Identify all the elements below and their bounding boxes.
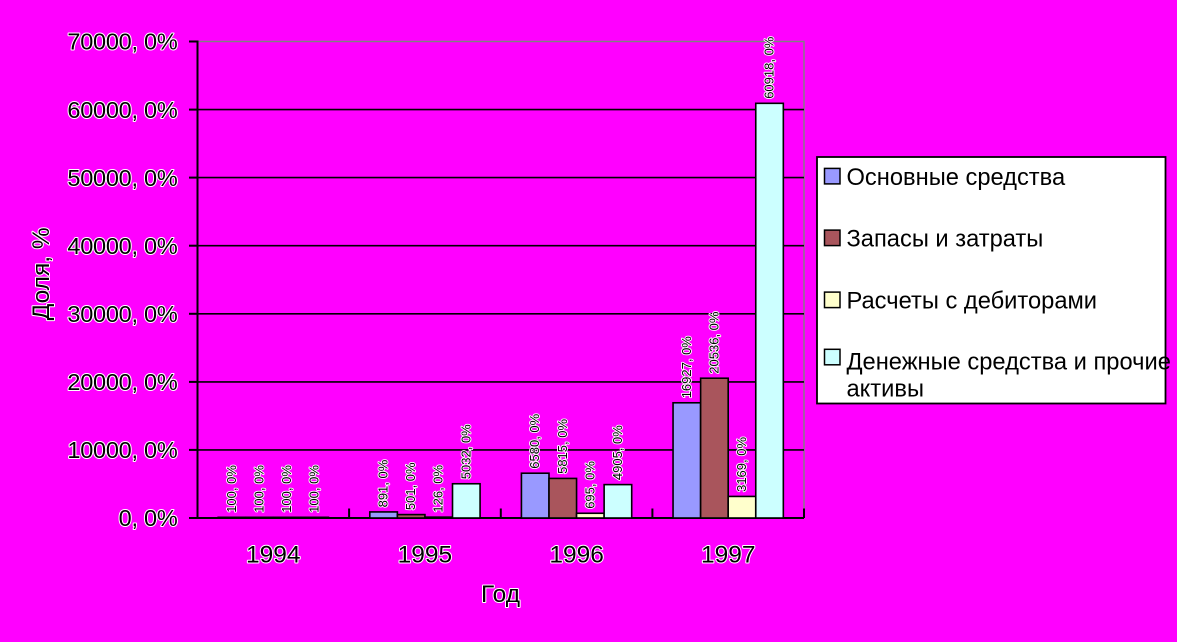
svg-text:40000, 0%: 40000, 0%	[67, 233, 177, 259]
svg-text:501, 0%: 501, 0%	[403, 462, 418, 510]
svg-text:1995: 1995	[398, 542, 453, 569]
svg-text:30000, 0%: 30000, 0%	[67, 301, 177, 327]
svg-text:16927, 0%: 16927, 0%	[679, 336, 694, 399]
svg-text:60918, 0%: 60918, 0%	[762, 36, 777, 99]
svg-text:0, 0%: 0, 0%	[119, 505, 178, 531]
svg-text:1994: 1994	[246, 542, 301, 569]
svg-text:4905, 0%: 4905, 0%	[610, 425, 625, 480]
svg-text:Доля, %: Доля, %	[28, 227, 55, 320]
svg-text:695, 0%: 695, 0%	[582, 461, 597, 509]
svg-text:3169, 0%: 3169, 0%	[734, 437, 749, 492]
svg-text:20536, 0%: 20536, 0%	[706, 311, 721, 374]
svg-text:10000, 0%: 10000, 0%	[67, 437, 177, 463]
svg-text:6580, 0%: 6580, 0%	[527, 413, 542, 468]
svg-text:Расчеты с дебиторами: Расчеты с дебиторами	[847, 289, 1098, 315]
svg-text:70000, 0%: 70000, 0%	[67, 29, 177, 55]
svg-text:20000, 0%: 20000, 0%	[67, 369, 177, 395]
svg-text:5815, 0%: 5815, 0%	[555, 419, 570, 474]
svg-text:5032, 0%: 5032, 0%	[458, 424, 473, 479]
svg-text:100, 0%: 100, 0%	[279, 465, 294, 513]
svg-text:1996: 1996	[549, 542, 604, 569]
svg-text:активы: активы	[847, 376, 925, 402]
svg-text:126, 0%: 126, 0%	[431, 464, 446, 512]
svg-text:891, 0%: 891, 0%	[376, 459, 391, 507]
svg-text:Денежные средства и прочие: Денежные средства и прочие	[847, 349, 1171, 375]
svg-text:Основные средства: Основные средства	[847, 165, 1066, 191]
svg-text:100, 0%: 100, 0%	[307, 465, 322, 513]
svg-text:50000, 0%: 50000, 0%	[67, 165, 177, 191]
svg-text:60000, 0%: 60000, 0%	[67, 97, 177, 123]
svg-text:1997: 1997	[701, 542, 756, 569]
svg-text:100, 0%: 100, 0%	[224, 465, 239, 513]
svg-text:Запасы и затраты: Запасы и затраты	[847, 227, 1044, 253]
svg-text:Год: Год	[481, 581, 520, 608]
svg-text:100, 0%: 100, 0%	[252, 465, 267, 513]
